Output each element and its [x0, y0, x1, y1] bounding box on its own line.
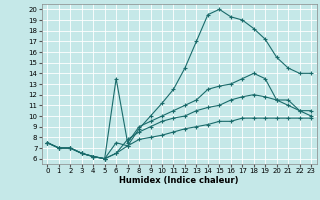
X-axis label: Humidex (Indice chaleur): Humidex (Indice chaleur) [119, 176, 239, 185]
